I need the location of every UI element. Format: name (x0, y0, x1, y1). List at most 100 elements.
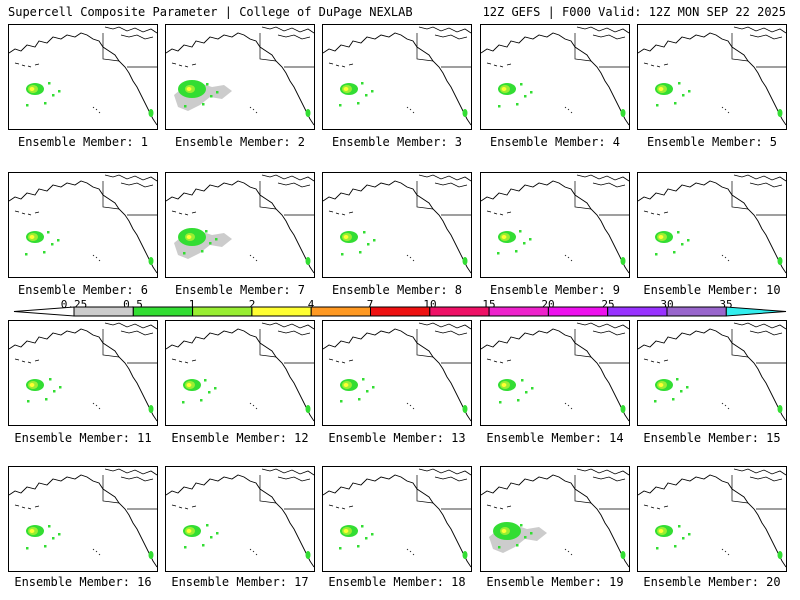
hawaii-islands (721, 106, 730, 114)
member-caption: Ensemble Member: 11 (14, 431, 152, 445)
scp-area-peak (343, 235, 349, 239)
political-borders (416, 181, 471, 216)
hawaii-islands (249, 106, 258, 114)
ensemble-map-panel[interactable] (8, 172, 158, 278)
member-caption: Ensemble Member: 19 (486, 575, 624, 589)
scp-speck (688, 533, 691, 536)
scp-coastal (620, 405, 626, 413)
member-caption: Ensemble Member: 20 (643, 575, 781, 589)
colorbar-label: 2 (248, 298, 256, 311)
scp-speck (182, 401, 185, 404)
ensemble-map-panel[interactable] (8, 24, 158, 130)
aleutian-islands (643, 504, 669, 510)
scp-speck (682, 537, 685, 540)
ensemble-map-panel[interactable] (165, 24, 315, 130)
arctic-coastline (733, 468, 786, 482)
scp-speck (519, 230, 522, 233)
ensemble-map-panel[interactable] (165, 466, 315, 572)
aleutian-islands (171, 358, 197, 364)
arctic-coastline (104, 468, 157, 482)
arctic-coastline (418, 174, 471, 188)
coastline (9, 328, 157, 422)
hawaii-islands (564, 548, 573, 556)
scp-speck (498, 546, 501, 549)
scp-speck (47, 231, 50, 234)
ensemble-map-panel[interactable] (637, 466, 787, 572)
ensemble-map-panel[interactable] (480, 320, 630, 426)
scp-speck (497, 252, 500, 255)
scp-coastal (620, 551, 626, 559)
ensemble-map-panel[interactable] (322, 466, 472, 572)
ensemble-map-panel[interactable] (637, 24, 787, 130)
scp-area-peak (186, 383, 192, 387)
scp-speck (26, 547, 29, 550)
hawaii-islands (721, 548, 730, 556)
ensemble-map-panel[interactable] (165, 172, 315, 278)
product-title: Supercell Composite Parameter | College … (8, 5, 413, 19)
ensemble-map-panel[interactable] (637, 172, 787, 278)
ensemble-map-panel[interactable] (480, 172, 630, 278)
scp-speck (366, 390, 369, 393)
political-borders (416, 329, 471, 364)
aleutian-islands (14, 210, 40, 216)
scp-speck (680, 390, 683, 393)
scp-coastal (305, 109, 311, 117)
scp-area-peak (501, 383, 507, 387)
scp-speck (676, 378, 679, 381)
scp-area-peak (501, 529, 507, 533)
scp-speck (204, 379, 207, 382)
scp-coastal (148, 551, 154, 559)
member-caption: Ensemble Member: 5 (646, 135, 778, 149)
scp-speck (498, 105, 501, 108)
scp-coastal (462, 109, 468, 117)
member-caption: Ensemble Member: 8 (331, 283, 463, 297)
ensemble-map-panel[interactable] (637, 320, 787, 426)
coastline (9, 474, 157, 568)
scp-speck (530, 91, 533, 94)
colorbar-segment (370, 306, 431, 317)
scp-speck (365, 94, 368, 97)
arctic-coastline (104, 322, 157, 336)
ensemble-map-panel[interactable] (322, 24, 472, 130)
scp-speck (367, 243, 370, 246)
arctic-coastline (418, 468, 471, 482)
scp-area-peak (658, 383, 664, 387)
ensemble-map-panel[interactable] (165, 320, 315, 426)
scp-speck (216, 91, 219, 94)
arctic-coastline (418, 26, 471, 40)
scp-speck (359, 251, 362, 254)
scp-speck (209, 242, 212, 245)
scp-speck (520, 83, 523, 86)
political-borders (731, 181, 786, 216)
political-borders (259, 181, 314, 216)
colorbar-segment (192, 306, 253, 317)
scp-speck (210, 536, 213, 539)
hawaii-islands (406, 254, 415, 262)
header: Supercell Composite Parameter | College … (0, 0, 800, 22)
aleutian-islands (328, 210, 354, 216)
ensemble-map-panel[interactable] (480, 466, 630, 572)
scp-speck (183, 252, 186, 255)
ensemble-map-panel[interactable] (8, 320, 158, 426)
ensemble-map-panel[interactable] (480, 24, 630, 130)
scp-speck (339, 104, 342, 107)
hawaii-islands (92, 254, 101, 262)
political-borders (416, 33, 471, 68)
scp-speck (49, 378, 52, 381)
member-caption: Ensemble Member: 16 (14, 575, 152, 589)
colorbar-label: 4 (307, 298, 315, 311)
hawaii-islands (406, 402, 415, 410)
member-caption: Ensemble Member: 17 (171, 575, 309, 589)
scp-area-peak (343, 383, 349, 387)
scp-speck (529, 238, 532, 241)
ensemble-map-panel[interactable] (322, 172, 472, 278)
scp-area-peak (501, 235, 507, 239)
scp-speck (524, 95, 527, 98)
ensemble-map-panel[interactable] (322, 320, 472, 426)
ensemble-map-panel[interactable] (8, 466, 158, 572)
scp-speck (655, 253, 658, 256)
scp-speck (53, 390, 56, 393)
scp-coastal (620, 257, 626, 265)
scp-coastal (462, 551, 468, 559)
scp-speck (654, 400, 657, 403)
